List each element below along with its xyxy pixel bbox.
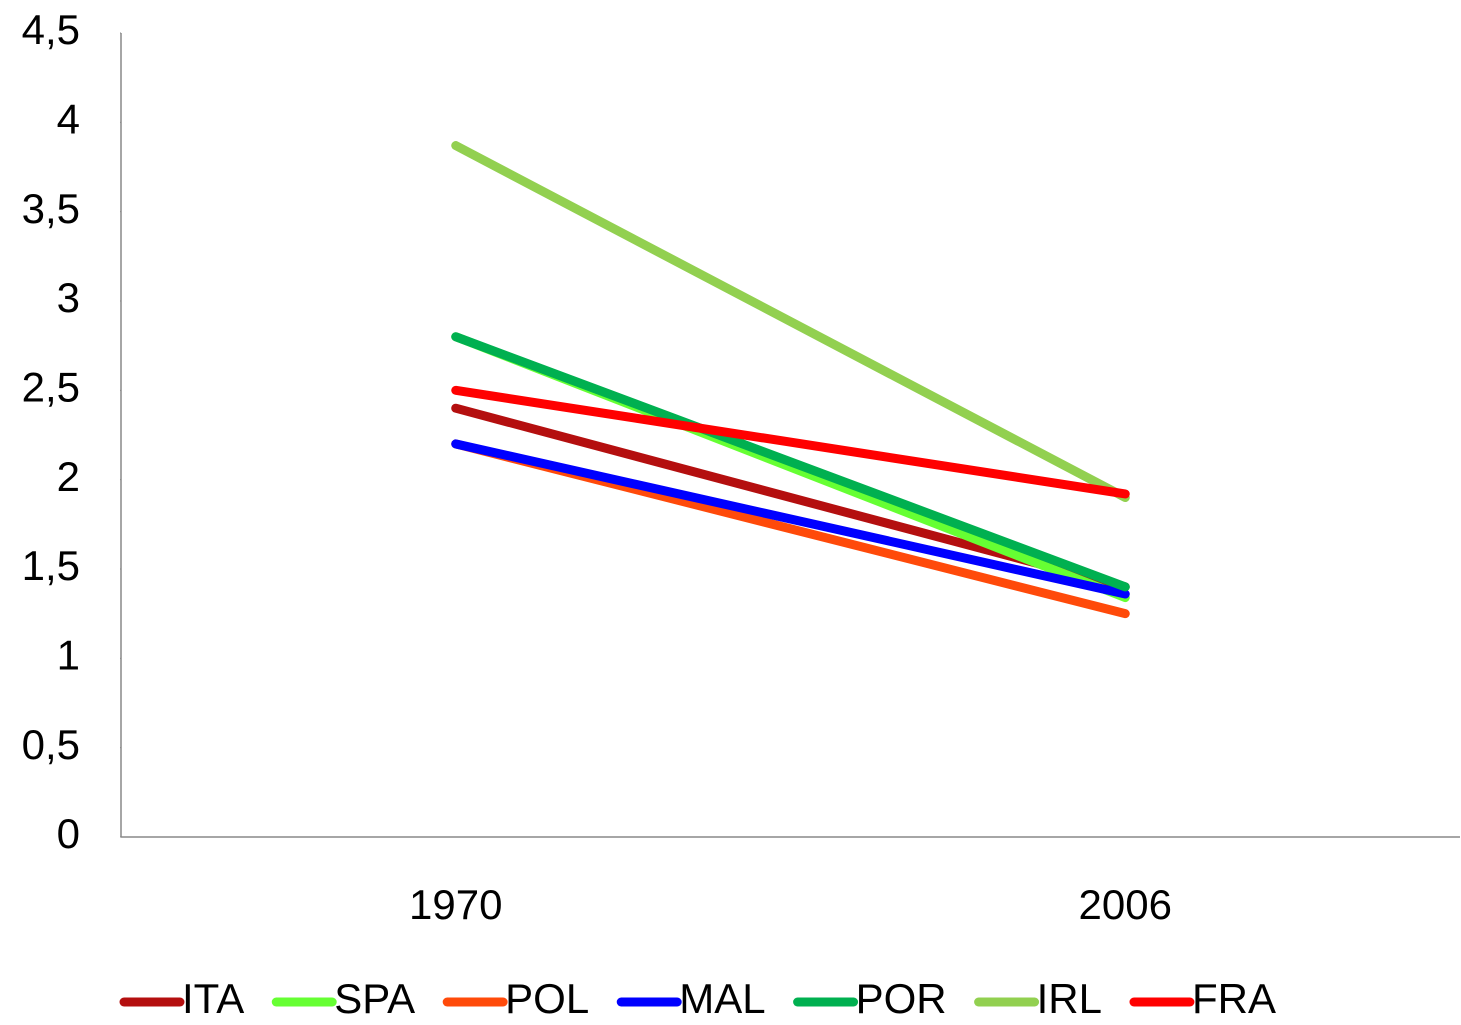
x-tick-label: 1970 [409,881,502,928]
y-tick-label: 2,5 [22,363,80,410]
y-tick-label: 0 [57,810,80,857]
legend-label: MAL [679,975,765,1022]
y-tick-label: 1,5 [22,542,80,589]
legend-label: IRL [1037,975,1102,1022]
legend-label: SPA [334,975,415,1022]
legend-label: ITA [182,975,244,1022]
y-tick-label: 3,5 [22,185,80,232]
y-tick-label: 1 [57,631,80,678]
series-line [451,332,1130,592]
legend-label: POR [856,975,947,1022]
y-tick-label: 2 [57,453,80,500]
series-line [451,439,1130,599]
y-tick-label: 0,5 [22,721,80,768]
y-tick-label: 4,5 [22,6,80,53]
y-tick-label: 3 [57,274,80,321]
legend-label: FRA [1192,975,1276,1022]
x-tick-label: 2006 [1079,881,1172,928]
series-line [451,141,1130,503]
series-line [451,385,1130,499]
legend-label: POL [505,975,589,1022]
y-tick-label: 4 [57,95,80,142]
